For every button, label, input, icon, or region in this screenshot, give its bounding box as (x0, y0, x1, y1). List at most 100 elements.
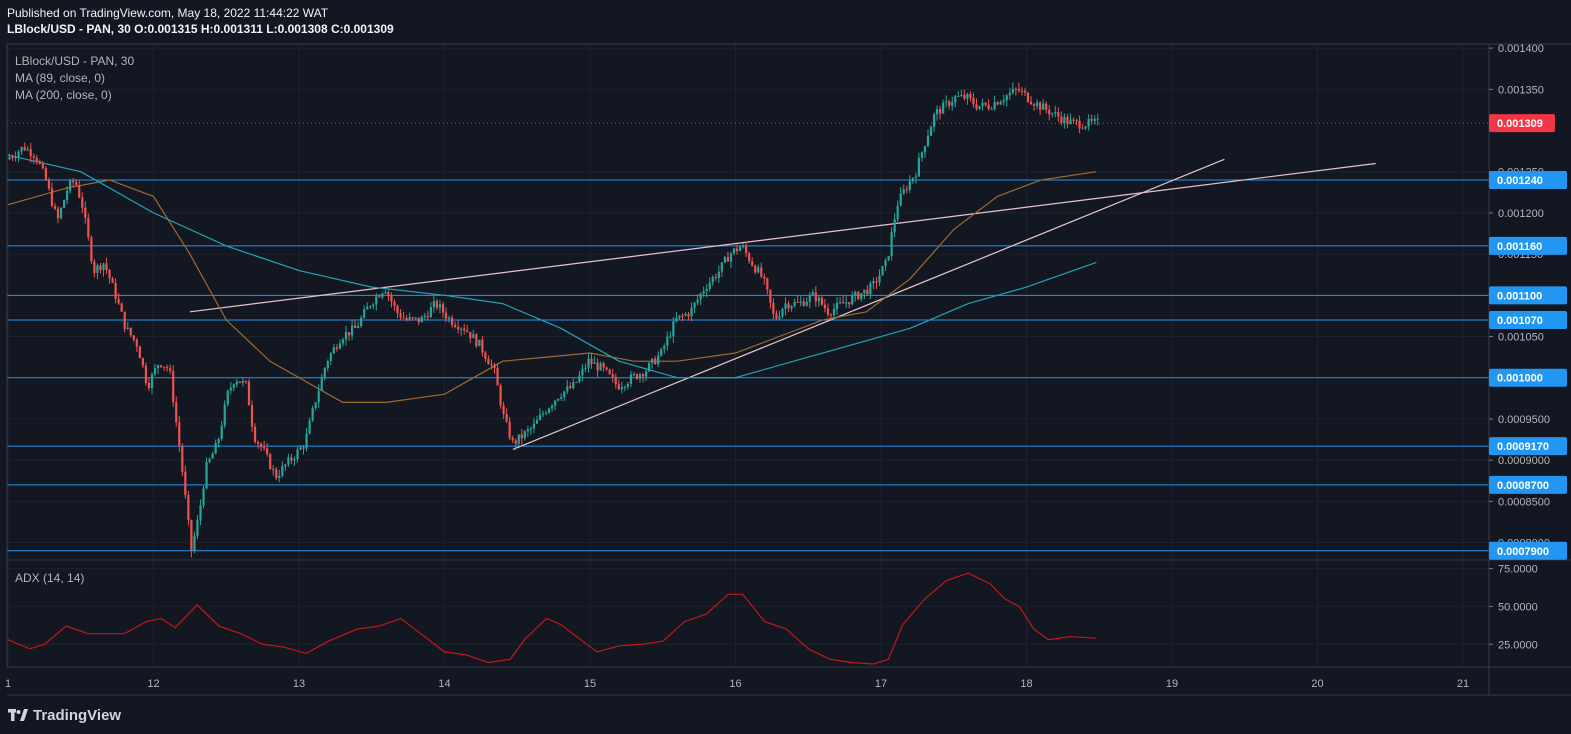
candle-down (511, 437, 514, 441)
candle-down (614, 377, 617, 385)
candle-down (848, 302, 851, 305)
time-tick-label: 15 (584, 678, 596, 690)
candle-up (432, 301, 435, 308)
candle-down (378, 296, 381, 298)
candle-up (978, 105, 981, 110)
trendline[interactable] (512, 158, 1225, 450)
candle-up (1069, 119, 1072, 125)
candle-down (53, 206, 57, 209)
candle-down (590, 358, 593, 364)
candle-up (205, 461, 208, 489)
candle-up (414, 317, 417, 319)
level-label: 0.001160 (1497, 241, 1542, 253)
candle-up (369, 306, 372, 308)
candle-up (781, 308, 784, 317)
candle-down (866, 289, 869, 295)
time-tick-label: 18 (1020, 678, 1032, 690)
candle-up (308, 420, 311, 434)
candle-up (899, 193, 902, 206)
candle-up (211, 453, 214, 459)
tradingview-logo[interactable]: TradingView (8, 705, 121, 725)
candle-down (132, 335, 135, 340)
candle-down (1023, 90, 1027, 93)
candle-up (532, 423, 536, 429)
candle-down (390, 295, 393, 302)
candle-down (969, 94, 972, 98)
candle-up (790, 306, 793, 309)
candle-up (235, 381, 238, 385)
candle-down (1048, 109, 1051, 115)
candle-down (290, 457, 293, 461)
time-tick-label: 12 (147, 678, 159, 690)
candle-up (1054, 112, 1057, 114)
price-tick-label: 0.0008500 (1498, 496, 1550, 508)
candle-down (1075, 119, 1078, 121)
candle-up (281, 466, 284, 476)
candle-down (963, 94, 966, 99)
candle-down (493, 364, 496, 368)
candle-down (187, 495, 190, 521)
candle-up (329, 353, 332, 362)
candle-up (893, 219, 896, 233)
price-tick-label: 0.001350 (1498, 84, 1544, 96)
candle-up (690, 307, 693, 317)
candle-up (232, 384, 235, 388)
legend-ma200[interactable]: MA (200, close, 0) (15, 88, 112, 102)
candle-up (954, 96, 957, 103)
candle-down (1032, 104, 1036, 106)
candle-down (114, 282, 117, 299)
candle-up (547, 408, 551, 413)
candle-up (629, 374, 633, 384)
time-tick-label: 1 (5, 678, 11, 690)
candle-down (417, 317, 420, 323)
candle-down (939, 109, 942, 114)
current-price-label: 0.001309 (1497, 118, 1543, 130)
candle-down (238, 381, 241, 383)
trendline[interactable] (189, 162, 1376, 313)
candle-down (35, 157, 38, 162)
candle-down (393, 301, 396, 306)
candle-up (581, 368, 584, 376)
chart-frame (6, 43, 1571, 696)
ma200-line (7, 154, 1097, 379)
time-tick-label: 21 (1457, 678, 1469, 690)
candle-up (720, 262, 723, 272)
candle-up (702, 291, 705, 294)
candle-up (708, 282, 711, 289)
legend-symbol[interactable]: LBlock/USD - PAN, 30 (15, 54, 135, 68)
legend-adx[interactable]: ADX (14, 14) (15, 571, 85, 585)
candle-down (72, 180, 75, 182)
trendlines (189, 158, 1376, 450)
candle-up (62, 200, 66, 208)
candle-up (632, 374, 636, 376)
candle-up (278, 475, 281, 479)
candle-up (293, 459, 296, 461)
candle-down (502, 405, 505, 415)
candle-down (123, 311, 126, 329)
candle-up (860, 293, 863, 300)
candle-up (863, 289, 866, 294)
candle-up (896, 205, 899, 220)
candle-down (984, 102, 987, 105)
candle-down (32, 156, 35, 158)
candle-down (181, 446, 184, 472)
candle-down (1078, 120, 1081, 129)
candle-up (884, 260, 887, 267)
legend-ma89[interactable]: MA (89, close, 0) (15, 71, 106, 85)
candle-up (914, 176, 917, 178)
candle-up (738, 246, 742, 251)
candle-down (302, 447, 305, 449)
candle-down (163, 366, 166, 368)
price-tick-label: 0.001200 (1498, 208, 1544, 220)
candle-up (657, 355, 660, 365)
candle-down (435, 301, 439, 308)
candle-down (1057, 112, 1060, 117)
candle-up (923, 146, 927, 153)
grid (7, 44, 1489, 667)
candle-down (1017, 88, 1021, 91)
candle-down (353, 325, 357, 328)
candle-down (266, 448, 269, 455)
candle-up (638, 374, 642, 379)
candle-down (1026, 92, 1030, 102)
